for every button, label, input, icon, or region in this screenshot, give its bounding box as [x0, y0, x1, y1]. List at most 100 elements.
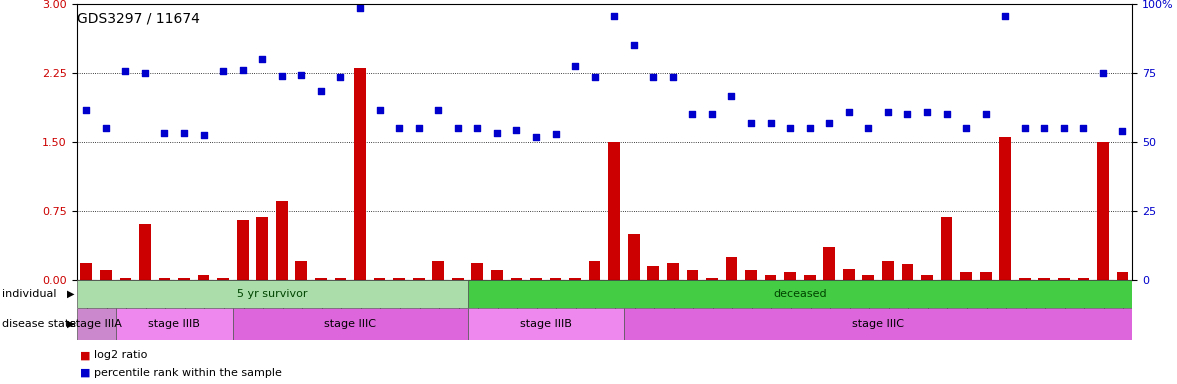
Point — [155, 129, 174, 136]
Text: deceased: deceased — [773, 289, 826, 299]
Point — [1035, 125, 1053, 131]
Point — [722, 93, 740, 99]
Point — [1073, 125, 1092, 131]
Text: disease state: disease state — [2, 319, 77, 329]
Bar — [784, 272, 796, 280]
Point — [976, 111, 995, 117]
Text: stage IIIC: stage IIIC — [852, 319, 904, 329]
Text: ▶: ▶ — [67, 319, 74, 329]
Bar — [804, 275, 816, 280]
Point — [780, 125, 799, 131]
Bar — [1038, 278, 1050, 280]
Point — [487, 129, 506, 136]
Bar — [979, 272, 991, 280]
Bar — [100, 270, 112, 280]
Bar — [315, 278, 327, 280]
Bar — [115, 308, 233, 340]
Bar — [940, 217, 952, 280]
Point — [918, 109, 937, 115]
Bar — [472, 263, 484, 280]
Bar — [77, 308, 115, 340]
Point — [585, 74, 604, 80]
Point — [839, 109, 858, 115]
Bar — [257, 217, 268, 280]
Bar — [1058, 278, 1070, 280]
Bar — [1077, 278, 1089, 280]
Point — [174, 129, 193, 136]
Bar — [1097, 142, 1109, 280]
Bar — [198, 275, 210, 280]
Point — [233, 67, 252, 73]
Point — [331, 74, 350, 80]
Point — [292, 71, 311, 78]
Point — [996, 13, 1015, 19]
Point — [272, 73, 291, 79]
Point — [683, 111, 701, 117]
Bar — [647, 266, 659, 280]
Point — [312, 88, 331, 94]
Point — [507, 127, 526, 133]
Bar — [824, 247, 836, 280]
Point — [937, 111, 956, 117]
Text: stage IIIA: stage IIIA — [71, 319, 122, 329]
Point — [546, 131, 565, 137]
Bar — [233, 308, 467, 340]
Text: log2 ratio: log2 ratio — [94, 350, 147, 360]
Bar — [765, 275, 777, 280]
Point — [1055, 125, 1073, 131]
Point — [468, 125, 487, 131]
Point — [117, 68, 135, 74]
Bar — [491, 270, 503, 280]
Bar — [627, 233, 639, 280]
Point — [878, 109, 897, 115]
Point — [253, 56, 272, 62]
Bar — [745, 270, 757, 280]
Text: percentile rank within the sample: percentile rank within the sample — [94, 368, 282, 378]
Point — [410, 125, 428, 131]
Point — [428, 106, 447, 113]
Bar — [413, 278, 425, 280]
Point — [566, 63, 585, 70]
Point — [390, 125, 408, 131]
Point — [370, 106, 388, 113]
Bar — [275, 202, 287, 280]
Point — [1113, 127, 1132, 134]
Bar — [570, 278, 581, 280]
Bar — [686, 270, 698, 280]
Point — [644, 74, 663, 80]
Text: ▶: ▶ — [67, 289, 74, 299]
Bar — [609, 142, 620, 280]
Bar — [432, 261, 444, 280]
Text: stage IIIB: stage IIIB — [148, 319, 200, 329]
Bar — [178, 278, 189, 280]
Point — [77, 106, 95, 113]
Text: ■: ■ — [80, 350, 91, 360]
Bar — [882, 261, 893, 280]
Text: individual: individual — [2, 289, 56, 299]
Text: 5 yr survivor: 5 yr survivor — [237, 289, 307, 299]
Text: GDS3297 / 11674: GDS3297 / 11674 — [77, 12, 199, 25]
Point — [898, 111, 917, 117]
Bar — [467, 308, 624, 340]
Bar — [393, 278, 405, 280]
Bar — [452, 278, 464, 280]
Bar — [706, 278, 718, 280]
Bar — [922, 275, 933, 280]
Bar — [373, 278, 385, 280]
Point — [859, 125, 878, 131]
Point — [1093, 70, 1112, 76]
Bar — [588, 261, 600, 280]
Bar — [159, 278, 171, 280]
Bar — [624, 308, 1132, 340]
Bar — [511, 278, 523, 280]
Point — [448, 125, 467, 131]
Text: stage IIIB: stage IIIB — [520, 319, 572, 329]
Bar — [843, 268, 855, 280]
Point — [762, 120, 780, 126]
Bar — [725, 257, 737, 280]
Point — [703, 111, 722, 117]
Bar — [218, 278, 230, 280]
Point — [605, 13, 624, 19]
Point — [820, 120, 839, 126]
Bar — [1019, 278, 1031, 280]
